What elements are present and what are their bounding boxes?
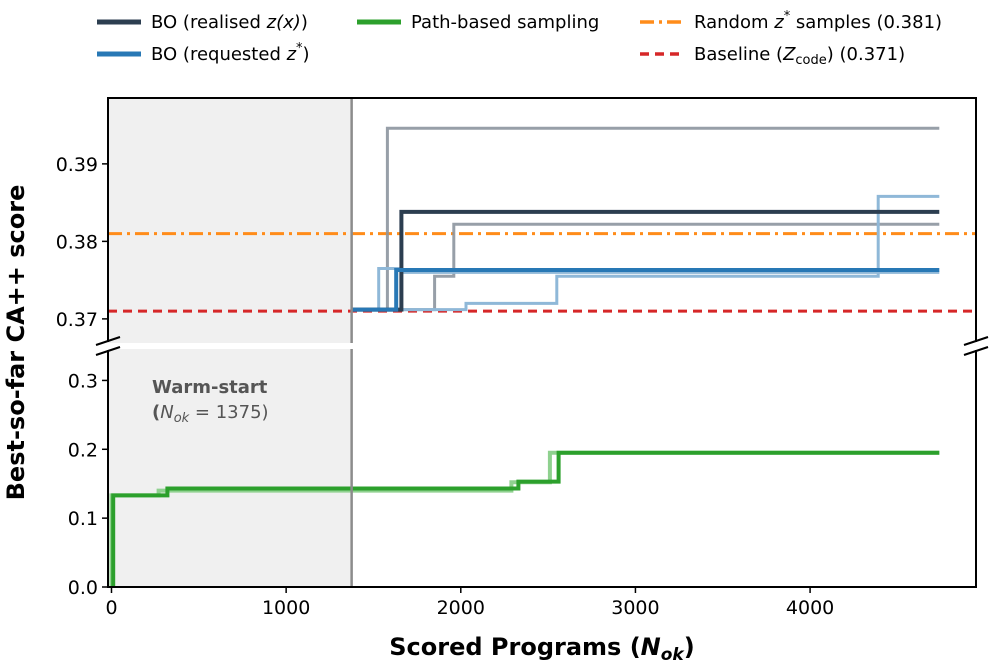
legend-label-bo_requested: BO (requested z*) xyxy=(151,41,310,65)
legend-label-baseline: Baseline (Zcode) (0.371) xyxy=(694,44,905,68)
legend-label-path: Path-based sampling xyxy=(411,12,599,33)
series-line-4 xyxy=(351,209,940,312)
x-tick-label: 3000 xyxy=(611,597,659,619)
series-line-1 xyxy=(351,222,940,312)
axis-break-mark-right-1 xyxy=(963,346,989,356)
warm-start-label: Warm-start xyxy=(152,377,268,398)
legend-label-bo_realised: BO (realised z(x)) xyxy=(151,12,308,33)
x-tick-label: 4000 xyxy=(786,597,834,619)
legend-label-random: Random z* samples (0.381) xyxy=(694,9,942,33)
warm-start-region xyxy=(108,98,352,587)
y-tick-label: 0.0 xyxy=(68,577,98,599)
axis-break-mark-left-1 xyxy=(95,346,121,356)
x-axis-title: Scored Programs (Nok) xyxy=(389,633,694,665)
series-line-5 xyxy=(351,268,940,312)
axis-break-gap xyxy=(94,343,990,349)
upper-axes-frame xyxy=(107,97,977,342)
x-tick-label: 2000 xyxy=(437,597,485,619)
y-tick-label: 0.38 xyxy=(56,231,98,253)
x-tick-label: 1000 xyxy=(262,597,310,619)
y-tick-label: 0.39 xyxy=(56,154,98,176)
lower-axes-frame xyxy=(107,350,977,588)
series-line-3 xyxy=(351,194,940,312)
y-tick-label: 0.1 xyxy=(68,508,98,530)
y-axis-title: Best-so-far CA++ score xyxy=(2,185,30,501)
series-line-7 xyxy=(111,450,940,587)
axis-break-mark-right-0 xyxy=(963,336,989,346)
axis-break-mark-left-0 xyxy=(95,336,121,346)
y-tick-label: 0.2 xyxy=(68,439,98,461)
series-line-2 xyxy=(351,267,940,312)
series-line-0 xyxy=(351,126,940,312)
warm-start-sublabel: (Nok = 1375) xyxy=(152,402,269,426)
x-tick-label: 0 xyxy=(105,597,117,619)
y-tick-label: 0.37 xyxy=(56,309,98,331)
y-tick-label: 0.3 xyxy=(68,370,98,392)
